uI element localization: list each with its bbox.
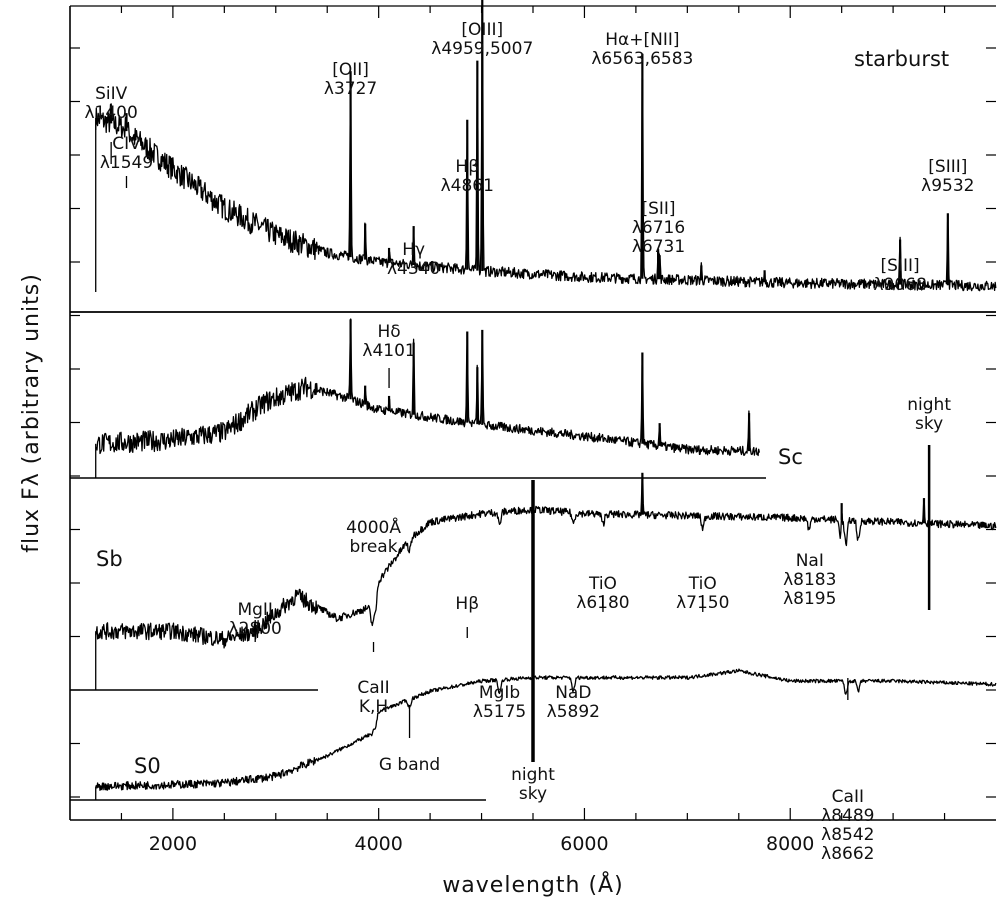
axis-layer: 2000 4000 6000 8000 wavelength (Å) flux Fλ (a… — [19, 6, 946, 898]
series-label-sb: Sb — [96, 547, 123, 571]
spectrum-starburst — [95, 0, 997, 292]
spectrum-sc — [95, 318, 761, 457]
annotation-text: λ4340 — [387, 259, 440, 279]
annotation-text: λ1400 — [84, 103, 137, 123]
annotation-text: night — [907, 395, 951, 415]
annotation-text: SiIV — [95, 84, 128, 104]
annotation-text: [OIII] — [461, 20, 503, 40]
annotation-text: MgIb — [479, 683, 520, 703]
annotation-text: TiO — [688, 574, 717, 594]
annotation-text: break — [349, 537, 397, 557]
annotation-text: TiO — [588, 574, 617, 594]
annotation-h: Hβ — [455, 594, 479, 638]
annotation-text: CIV — [112, 134, 141, 154]
annotation-text: Hβ — [455, 157, 479, 177]
annotation-text: CaII — [832, 787, 864, 807]
annotation-text: [OII] — [332, 60, 369, 80]
spectrum-s0 — [95, 668, 997, 791]
annotation-layer: SiIVλ1400CIVλ1549[OII]λ3727Hγλ4340Hβλ486… — [84, 20, 974, 864]
annotation-text: Hγ — [402, 240, 425, 260]
annotation-text: λ3727 — [324, 79, 377, 99]
annotation-siii: [SIII]λ9532 — [921, 157, 974, 196]
annotation-text: λ9532 — [921, 176, 974, 196]
annotation-text: [SII] — [641, 199, 675, 219]
annotation-text: CaII — [357, 678, 389, 698]
annotation-text: G band — [379, 755, 440, 775]
series-s0: S0 — [95, 668, 997, 800]
x-tick-label: 6000 — [560, 833, 608, 855]
series-label-starburst: starburst — [854, 47, 949, 71]
annotation-text: λ4959,5007 — [431, 39, 533, 59]
annotation-text: MgII — [237, 600, 273, 620]
annotation-text: λ8489 — [821, 806, 874, 826]
annotation-text: Hδ — [377, 322, 400, 342]
annotation-text: λ6731 — [632, 237, 685, 257]
annotation-text: λ5175 — [473, 702, 526, 722]
annotation-text: NaD — [555, 683, 591, 703]
annotation-text: [SIII] — [928, 157, 967, 177]
annotation-text: [SIII] — [881, 256, 920, 276]
annotation-h-nii: Hα+[NII]λ6563,6583 — [591, 30, 693, 69]
annotation-text: night — [511, 765, 555, 785]
annotation-text: λ8183 — [783, 570, 836, 590]
x-axis-title: wavelength (Å) — [442, 871, 623, 898]
series-label-sc: Sc — [778, 445, 803, 469]
y-axis-title: flux Fλ (arbitrary units) — [19, 273, 44, 553]
spectra-layer: starburst Sc Sb S0 — [95, 0, 997, 800]
annotation-text: λ1549 — [100, 153, 153, 173]
x-tick-label: 8000 — [766, 833, 814, 855]
series-label-s0: S0 — [134, 754, 161, 778]
annotation-text: NaI — [796, 551, 824, 571]
x-tick-label: 2000 — [149, 833, 197, 855]
annotation-g-band: G band — [379, 705, 440, 775]
x-tick-label: 4000 — [354, 833, 402, 855]
annotation-oii: [OII]λ3727 — [324, 60, 377, 99]
annotation-oiii: [OIII]λ4959,5007 — [431, 20, 533, 59]
series-starburst: starburst — [95, 0, 997, 292]
annotation-siii: [SIII]λ9068 — [873, 256, 926, 295]
annotation-text: λ6716 — [632, 218, 685, 238]
annotation-text: λ8195 — [783, 589, 836, 609]
annotation-text: Hα+[NII] — [605, 30, 679, 50]
annotation-text: λ4861 — [441, 176, 494, 196]
annotation-text: sky — [915, 414, 943, 434]
annotation-text: K,H — [359, 697, 388, 717]
spectrum-sb — [95, 474, 997, 649]
annotation-text: λ4101 — [362, 341, 415, 361]
series-sb: Sb — [95, 472, 997, 690]
annotation-text: λ5892 — [547, 702, 600, 722]
annotation-text: sky — [519, 784, 547, 804]
annotation-text: λ9068 — [873, 275, 926, 295]
annotation-text: Hβ — [455, 594, 479, 614]
annotation-text: λ8542 — [821, 825, 874, 845]
annotation-text: λ8662 — [821, 844, 874, 864]
series-sc: Sc — [95, 318, 803, 478]
annotation-text: 4000Å — [346, 516, 401, 538]
annotation-text: λ6563,6583 — [591, 49, 693, 69]
